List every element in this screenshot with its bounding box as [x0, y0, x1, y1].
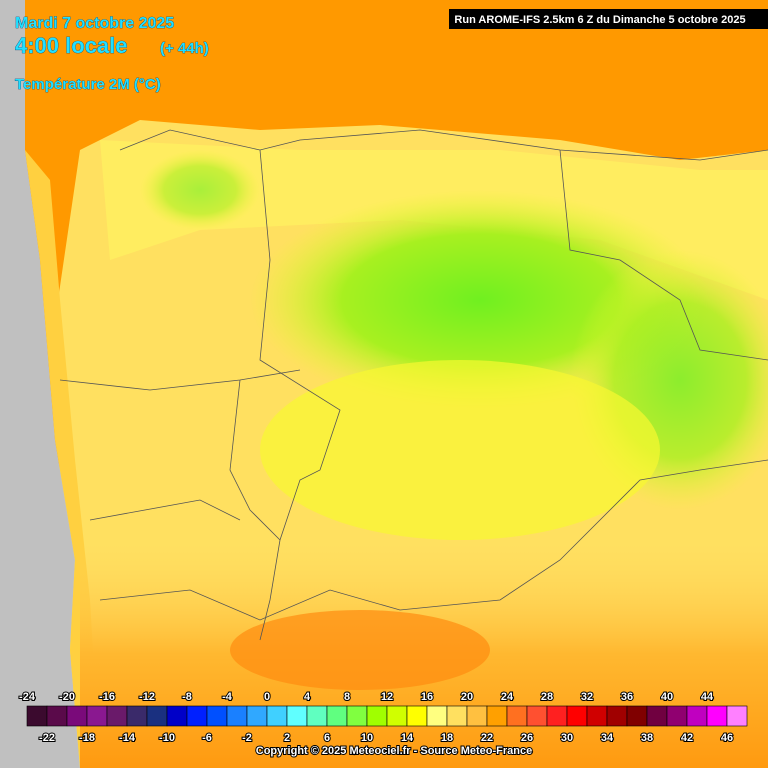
- legend-tick-label: -16: [99, 691, 115, 703]
- legend-tick-label: -4: [222, 691, 233, 703]
- legend-swatch: [446, 705, 468, 727]
- legend-swatch: [726, 705, 748, 727]
- legend: -24-22-20-18-16-14-12-10-8-6-4-202468101…: [18, 690, 748, 745]
- legend-swatch: [426, 705, 448, 727]
- legend-tick-label: 20: [461, 691, 473, 703]
- legend-tick-label: -22: [39, 732, 55, 744]
- legend-swatch: [166, 705, 188, 727]
- legend-swatch: [646, 705, 668, 727]
- legend-tick-label: -18: [79, 732, 95, 744]
- legend-swatch: [306, 705, 328, 727]
- legend-swatch: [706, 705, 728, 727]
- legend-tick-label: 22: [481, 732, 493, 744]
- legend-swatch: [546, 705, 568, 727]
- legend-tick-label: 46: [721, 732, 733, 744]
- copyright: Copyright © 2025 Meteociel.fr - Source M…: [256, 745, 532, 757]
- legend-tick-label: -6: [202, 732, 212, 744]
- legend-tick-label: 38: [641, 732, 653, 744]
- legend-tick-label: -2: [242, 732, 252, 744]
- legend-tick-label: -8: [182, 691, 192, 703]
- legend-swatch: [366, 705, 388, 727]
- legend-tick-label: 24: [501, 691, 514, 703]
- legend-swatch: [86, 705, 108, 727]
- legend-swatch: [326, 705, 348, 727]
- legend-tick-label: 42: [681, 732, 693, 744]
- no-data: [0, 0, 80, 768]
- legend-swatch: [26, 705, 48, 727]
- legend-swatch: [606, 705, 628, 727]
- legend-tick-label: 6: [324, 732, 330, 744]
- legend-swatch: [586, 705, 608, 727]
- legend-tick-label: -14: [119, 732, 136, 744]
- legend-swatch: [346, 705, 368, 727]
- legend-swatch: [406, 705, 428, 727]
- legend-swatch: [566, 705, 588, 727]
- legend-tick-label: 40: [661, 691, 673, 703]
- legend-tick-label: 14: [401, 732, 414, 744]
- legend-swatch: [466, 705, 488, 727]
- legend-tick-label: 32: [581, 691, 593, 703]
- lead-time: (+ 44h): [160, 40, 209, 57]
- legend-tick-label: 0: [264, 691, 270, 703]
- legend-tick-label: -24: [19, 691, 36, 703]
- legend-swatch: [226, 705, 248, 727]
- cold-area: [140, 150, 260, 230]
- legend-tick-label: 2: [284, 732, 290, 744]
- borders: [59, 129, 768, 641]
- run-info: Run AROME-IFS 2.5km 6 Z du Dimanche 5 oc…: [454, 14, 745, 26]
- legend-swatch: [146, 705, 168, 727]
- legend-swatch: [666, 705, 688, 727]
- legend-tick-label: 28: [541, 691, 553, 703]
- legend-tick-label: 10: [361, 732, 373, 744]
- legend-tick-label: -20: [59, 691, 75, 703]
- mild-area: [260, 360, 660, 540]
- legend-tick-label: 18: [441, 732, 453, 744]
- variable: Température 2M (°C): [15, 76, 161, 93]
- legend-tick-label: 26: [521, 732, 533, 744]
- legend-swatch: [186, 705, 208, 727]
- legend-swatch: [106, 705, 128, 727]
- date: Mardi 7 octobre 2025: [15, 15, 174, 32]
- warm-area: [230, 610, 490, 690]
- legend-tick-label: 34: [601, 732, 614, 744]
- legend-tick-label: 8: [344, 691, 350, 703]
- legend-tick-label: 44: [701, 691, 714, 703]
- legend-swatch: [46, 705, 68, 727]
- legend-swatch: [626, 705, 648, 727]
- legend-swatch: [686, 705, 708, 727]
- legend-swatch: [206, 705, 228, 727]
- legend-tick-label: 12: [381, 691, 393, 703]
- legend-swatch: [506, 705, 528, 727]
- legend-swatch: [246, 705, 268, 727]
- legend-swatch: [526, 705, 548, 727]
- time: 4:00 locale: [15, 33, 128, 58]
- legend-tick-label: 4: [304, 691, 311, 703]
- legend-tick-label: 16: [421, 691, 433, 703]
- legend-swatch: [126, 705, 148, 727]
- legend-swatch: [286, 705, 308, 727]
- legend-tick-label: -10: [159, 732, 175, 744]
- legend-swatch: [66, 705, 88, 727]
- run-banner: [449, 9, 768, 29]
- legend-swatch: [386, 705, 408, 727]
- legend-swatch: [266, 705, 288, 727]
- legend-tick-label: 30: [561, 732, 573, 744]
- legend-tick-label: -12: [139, 691, 155, 703]
- legend-swatch: [486, 705, 508, 727]
- legend-tick-label: 36: [621, 691, 633, 703]
